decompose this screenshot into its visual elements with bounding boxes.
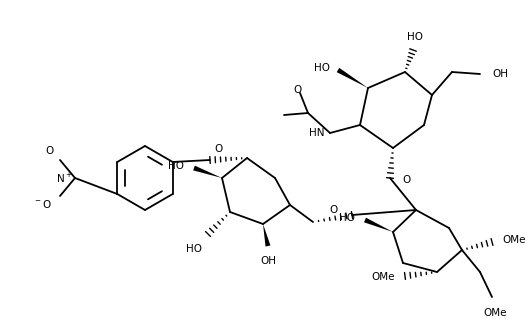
- Text: HO: HO: [407, 32, 423, 42]
- Text: HN: HN: [308, 128, 324, 138]
- Text: OMe: OMe: [372, 272, 395, 282]
- Polygon shape: [263, 224, 270, 247]
- Text: HO: HO: [314, 63, 330, 73]
- Text: OH: OH: [260, 256, 276, 266]
- Text: O: O: [294, 85, 302, 95]
- Polygon shape: [337, 68, 368, 88]
- Polygon shape: [193, 166, 222, 178]
- Text: N$^+$: N$^+$: [56, 171, 73, 184]
- Polygon shape: [364, 218, 393, 232]
- Text: O: O: [330, 205, 338, 215]
- Text: O: O: [214, 144, 222, 154]
- Text: HO: HO: [168, 161, 184, 171]
- Text: O: O: [402, 175, 410, 185]
- Text: OH: OH: [492, 69, 508, 79]
- Text: HO: HO: [186, 244, 202, 254]
- Text: OMe: OMe: [483, 308, 507, 318]
- Text: HO: HO: [339, 213, 355, 223]
- Text: OMe: OMe: [502, 235, 525, 245]
- Text: $^-$O: $^-$O: [33, 198, 52, 210]
- Text: O: O: [46, 146, 54, 156]
